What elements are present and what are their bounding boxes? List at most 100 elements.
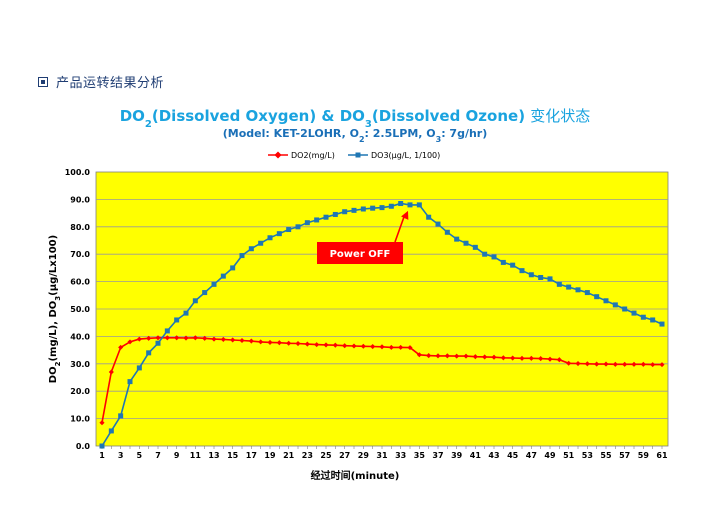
data-point	[416, 202, 422, 208]
data-point	[267, 339, 273, 345]
data-point	[640, 361, 646, 367]
data-point	[258, 240, 264, 246]
data-point	[351, 207, 357, 213]
data-point	[444, 229, 450, 235]
x-tick-label: 57	[619, 451, 630, 460]
data-point	[398, 344, 404, 350]
data-point	[155, 335, 161, 341]
x-tick-label: 21	[283, 451, 295, 460]
series-do2	[99, 335, 665, 426]
x-tick-label: 15	[227, 451, 239, 460]
data-point	[556, 281, 562, 287]
data-point	[584, 290, 590, 296]
data-point	[603, 298, 609, 304]
data-point	[575, 287, 581, 293]
x-axis-ticks: 1 3 5 7 9 11 13 15 17 19 21 23 25 27 29 31 33 35 37 39 41 43 4…	[99, 446, 668, 460]
data-point	[136, 336, 142, 342]
data-point	[342, 343, 348, 349]
data-point	[118, 344, 124, 350]
data-point	[482, 251, 488, 257]
x-tick-label: 47	[526, 451, 537, 460]
data-point	[220, 336, 226, 342]
data-point	[202, 290, 208, 296]
data-point	[332, 211, 338, 217]
data-point	[239, 337, 245, 344]
data-point	[332, 342, 338, 348]
square-bullet-icon	[38, 76, 48, 87]
chart-subtitle: (Model: KET-2LOHR, O2: 2.5LPM, O3: 7g/hr…	[223, 127, 488, 144]
x-tick-label: 55	[600, 451, 612, 460]
data-point	[435, 221, 441, 227]
data-point	[174, 335, 180, 341]
data-point	[463, 353, 469, 359]
data-point	[566, 360, 572, 366]
data-point	[482, 354, 488, 360]
data-point	[454, 353, 460, 359]
y-tick-label: 30.0	[70, 360, 90, 369]
data-point	[463, 240, 469, 246]
chart-title: DO2(Dissolved Oxygen) & DO3(Dissolved Oz…	[120, 107, 591, 130]
annotation-arrowhead	[401, 210, 409, 220]
legend-label-do2: DO2(mg/L)	[291, 151, 335, 160]
data-point	[99, 443, 105, 449]
data-point	[491, 354, 497, 360]
x-tick-label: 45	[507, 451, 519, 460]
data-point	[267, 235, 273, 241]
data-point	[286, 227, 292, 233]
data-point	[407, 202, 413, 208]
data-point	[398, 201, 404, 207]
data-point	[379, 344, 385, 350]
x-tick-label: 31	[376, 451, 388, 460]
data-point	[640, 314, 646, 320]
data-point	[556, 357, 562, 363]
data-point	[594, 294, 600, 300]
y-tick-label: 40.0	[70, 332, 90, 341]
data-point	[286, 340, 292, 346]
x-tick-label: 19	[264, 451, 276, 460]
x-tick-label: 7	[155, 451, 161, 460]
data-point	[155, 340, 161, 346]
data-point	[631, 310, 637, 316]
data-point	[295, 340, 301, 347]
gridlines	[96, 198, 668, 420]
data-point	[370, 205, 376, 211]
data-point	[258, 339, 264, 345]
x-tick-label: 37	[432, 451, 443, 460]
data-point	[304, 341, 310, 347]
chart-legend: DO2(mg/L) DO3(μg/L, 1/100)	[268, 151, 440, 160]
data-point	[500, 259, 506, 265]
data-point	[146, 350, 152, 356]
data-point	[118, 413, 124, 419]
data-point	[472, 354, 478, 360]
power-off-label: Power OFF	[330, 249, 391, 260]
data-point	[435, 353, 441, 359]
data-point	[127, 379, 133, 385]
x-tick-label: 59	[638, 451, 650, 460]
data-point	[230, 337, 236, 343]
x-tick-label: 1	[99, 451, 105, 460]
legend-label-do3: DO3(μg/L, 1/100)	[371, 151, 440, 160]
data-point	[304, 220, 310, 226]
series-do3	[99, 201, 665, 449]
data-point	[202, 335, 208, 341]
data-point	[370, 343, 376, 350]
data-point	[388, 344, 394, 350]
x-tick-label: 43	[488, 451, 499, 460]
series-layer	[99, 201, 665, 449]
x-tick-label: 41	[470, 451, 482, 460]
data-point	[631, 361, 637, 367]
data-point	[248, 246, 254, 252]
y-tick-label: 50.0	[70, 305, 90, 314]
x-tick-label: 33	[395, 451, 406, 460]
x-tick-label: 9	[174, 451, 180, 460]
data-point	[426, 214, 432, 220]
data-point	[230, 265, 236, 271]
x-tick-label: 49	[544, 451, 556, 460]
data-point	[146, 335, 152, 341]
data-point	[323, 214, 329, 220]
data-point	[183, 310, 189, 316]
data-point	[314, 342, 320, 348]
x-tick-label: 5	[137, 451, 143, 460]
data-point	[220, 273, 226, 279]
x-axis-label: 经过时间(minute)	[311, 469, 400, 482]
